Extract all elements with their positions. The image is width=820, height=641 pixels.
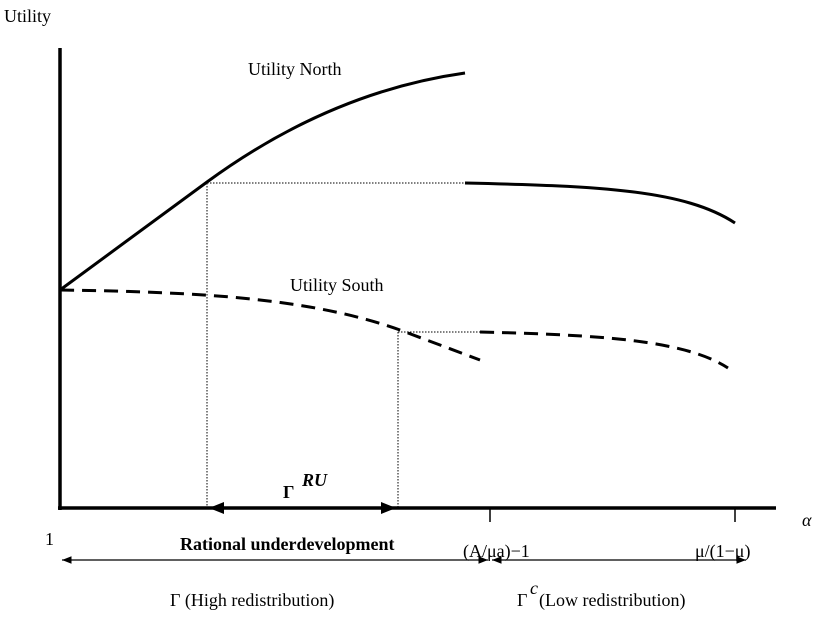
interval-superscript: RU bbox=[301, 470, 328, 490]
tick-2-label: μ/(1−μ) bbox=[695, 541, 750, 562]
tick-1-label: (A/μa)−1 bbox=[463, 541, 530, 562]
interval-caption: Rational underdevelopment bbox=[180, 534, 395, 554]
low-regime-symbol: Γ bbox=[517, 590, 527, 610]
low-regime-label: (Low redistribution) bbox=[539, 590, 685, 611]
origin-label: 1 bbox=[45, 529, 54, 549]
high-regime-label: Γ (High redistribution) bbox=[170, 590, 334, 611]
south-label: Utility South bbox=[290, 275, 384, 295]
north-curve bbox=[59, 71, 466, 292]
south-curve bbox=[59, 288, 481, 362]
north-curve-right bbox=[464, 181, 736, 225]
y-axis-label: Utility bbox=[4, 6, 51, 26]
north-label: Utility North bbox=[248, 59, 342, 79]
low-regime-superscript: c bbox=[530, 578, 538, 598]
south-curve-right bbox=[479, 330, 729, 370]
interval-symbol: Γ bbox=[283, 482, 294, 502]
guides bbox=[206, 182, 480, 508]
x-axis-label: α bbox=[802, 510, 812, 530]
